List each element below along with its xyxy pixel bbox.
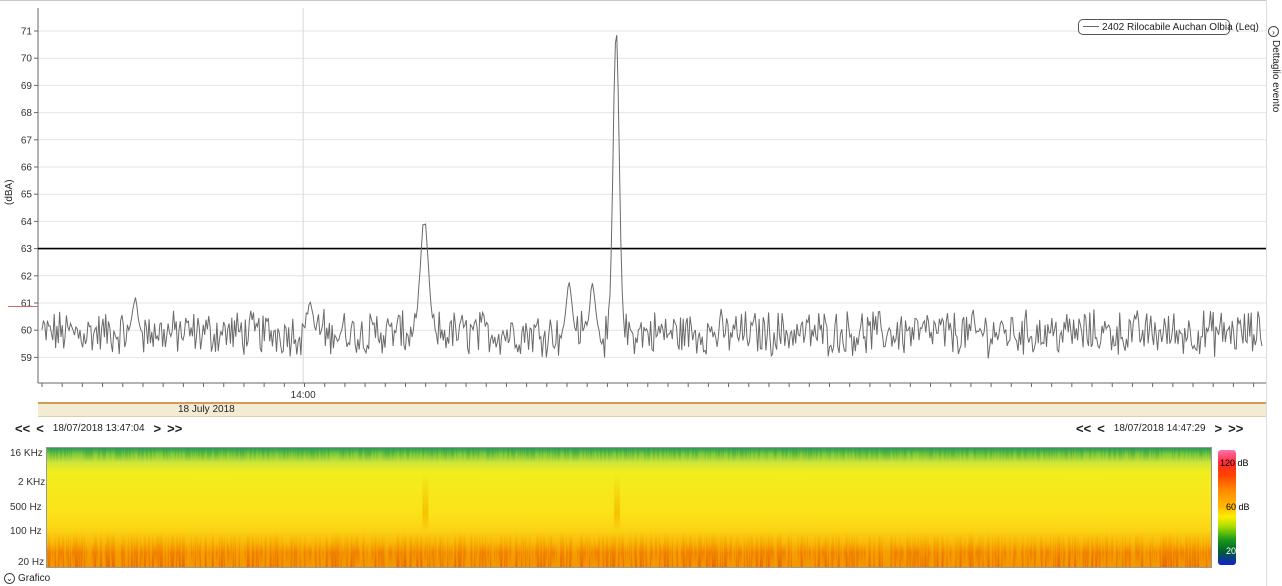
top-border [0,0,1266,1]
y-tick-label-61: 61 [21,299,33,310]
legend-swatch [1083,25,1099,27]
y-tick-label-65: 65 [21,190,33,201]
freq-label-20hz: 20 Hz [18,557,45,568]
y-axis-label: (dBA) [4,179,15,205]
line-chart: 59 60 61 62 63 64 65 66 67 68 69 70 71 14:00 [21,8,1266,400]
chart-legend[interactable]: 2402 Rilocabile Auchan Olbia (Leq) [1078,19,1259,35]
left-reference-mark [8,306,38,307]
date-band [38,402,1266,417]
prev-button[interactable]: < [36,421,44,436]
y-tick-label-63: 63 [21,244,33,255]
colorbar [1218,450,1236,565]
grafico-label[interactable]: Grafico [18,573,51,584]
x-axis-ticks [41,383,1255,387]
y-tick-label-69: 69 [21,81,33,92]
spectrogram[interactable] [46,447,1212,568]
legend-label: 2402 Rilocabile Auchan Olbia (Leq) [1102,22,1259,33]
end-prev-button[interactable]: < [1097,421,1105,436]
start-navigation: << < 18/07/2018 13:47:04 > >> [12,421,185,436]
y-tick-label-71: 71 [21,27,33,38]
date-label: 18 July 2018 [178,404,235,415]
freq-label-2khz: 2 KHz [18,477,46,488]
colorbar-min-label: 20 dB [1226,546,1250,556]
colorbar-max-label: 120 dB [1220,458,1249,468]
side-panel [1266,0,1282,586]
end-navigation: << < 18/07/2018 14:47:29 > >> [1073,421,1246,436]
next-button[interactable]: > [153,421,162,436]
end-last-button[interactable]: >> [1228,421,1244,436]
last-button[interactable]: >> [167,421,183,436]
freq-label-500hz: 500 Hz [10,502,42,513]
y-tick-label-64: 64 [21,217,33,228]
first-button[interactable]: << [15,421,31,436]
expand-icon[interactable]: › [1268,26,1279,37]
y-tick-label-66: 66 [21,163,33,174]
chevron-down-icon[interactable]: ⌄ [4,573,15,584]
y-tick-label-67: 67 [21,135,33,146]
y-tick-label-59: 59 [21,353,33,364]
series-line-leq [41,35,1263,359]
end-timestamp: 18/07/2018 14:47:29 [1113,423,1206,434]
freq-label-100hz: 100 Hz [10,526,42,537]
x-tick-label-1400: 14:00 [291,390,316,400]
end-next-button[interactable]: > [1214,421,1223,436]
y-tick-label-60: 60 [21,326,33,337]
side-panel-label[interactable]: Dettaglio evento [1270,40,1281,113]
colorbar-mid-label: 60 dB [1226,502,1250,512]
end-first-button[interactable]: << [1076,421,1092,436]
start-timestamp: 18/07/2018 13:47:04 [52,423,145,434]
y-tick-label-70: 70 [21,54,33,65]
horizontal-gridlines [38,30,1266,358]
y-axis-ticks: 59 60 61 62 63 64 65 66 67 68 69 70 71 [21,27,38,364]
y-tick-label-62: 62 [21,271,33,282]
freq-label-16khz: 16 KHz [10,448,43,459]
y-tick-label-68: 68 [21,108,33,119]
